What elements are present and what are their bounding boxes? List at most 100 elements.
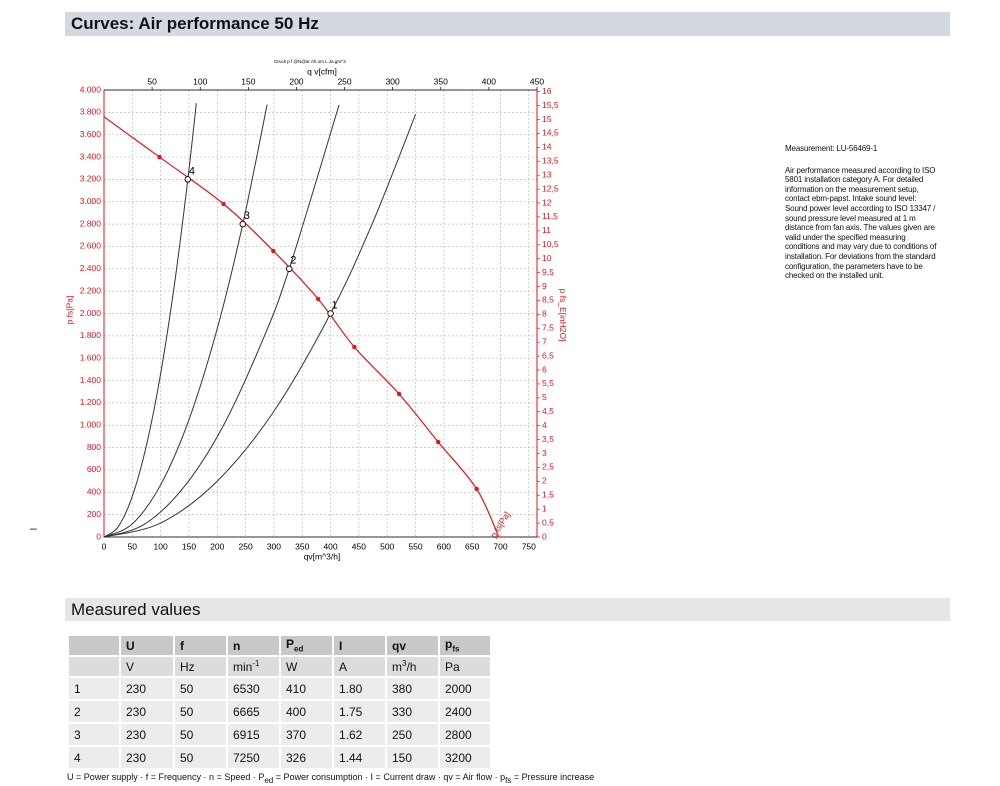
note-line: conditions and may vary due to condition… — [785, 242, 937, 252]
x-tick-label: 100 — [154, 541, 168, 551]
measurement-id: Measurement: LU-56469-1 — [785, 144, 878, 153]
text: qv — [392, 638, 407, 653]
section-title: Curves: Air performance 50 Hz — [65, 12, 950, 36]
table-cell: A — [332, 655, 387, 678]
curve-marker — [157, 154, 162, 160]
curve-marker — [435, 439, 441, 445]
side-mark: – — [30, 521, 37, 535]
text: 6915 — [233, 727, 260, 742]
operating-point — [285, 265, 293, 273]
text: 50 — [180, 750, 194, 765]
table-cell: pfs — [438, 634, 492, 657]
table-cell: 326 — [279, 745, 334, 770]
note-line: checked on the installed unit. — [785, 271, 884, 281]
y-tick-label: 3.800 — [80, 107, 102, 117]
y-tick-label: 600 — [87, 464, 101, 474]
x2-axis-title: q v[cfm] — [307, 66, 337, 76]
table-row: 2 230 50 6665 400 1.75 330 2400 — [67, 699, 492, 724]
system-curve — [103, 114, 416, 538]
y2-tick-label: 1 — [542, 503, 547, 513]
table-cell: 1.75 — [332, 699, 387, 724]
text: n — [233, 638, 241, 653]
table-cell: Ped — [279, 634, 334, 657]
note-line: sound pressure level measured at 1 m — [785, 213, 916, 223]
text: 400 — [286, 704, 307, 719]
text: min — [233, 660, 253, 674]
text: 7250 — [233, 750, 260, 765]
table-row: 1 230 50 6530 410 1.80 380 2000 — [67, 676, 492, 701]
y-tick-label: 2.200 — [80, 285, 102, 295]
note-line: Sound power level according to ISO 13347… — [785, 203, 936, 213]
y-tick-label: 3.600 — [80, 129, 102, 139]
text: 410 — [286, 681, 307, 696]
operating-point — [239, 220, 247, 228]
text: 3 — [74, 727, 81, 742]
y2-tick-label: 12,5 — [542, 183, 559, 193]
table-cell: 1.44 — [332, 745, 387, 770]
table-row: 4 230 50 7250 326 1.44 150 3200 — [67, 745, 492, 770]
x-tick-label: 700 — [493, 541, 507, 551]
y-tick-label: 2.800 — [80, 218, 102, 228]
y2-tick-label: 14,5 — [542, 128, 559, 138]
y2-tick-label: 12 — [542, 197, 552, 207]
text: m — [392, 660, 402, 674]
table-cell: W — [279, 655, 334, 678]
table-cell: 4 — [67, 745, 121, 770]
note-line: valid under the specified measuring — [785, 232, 906, 242]
text: 230 — [126, 681, 147, 696]
note-line: information on the measurement setup, — [785, 184, 919, 194]
x-axis-title: qv[m^3/h] — [304, 551, 341, 561]
y2-tick-label: 8,5 — [542, 295, 554, 305]
x2-tick-label: 50 — [147, 76, 157, 86]
x-tick-label: 650 — [465, 541, 479, 551]
table-cell: 2400 — [438, 699, 492, 724]
text: 370 — [286, 727, 307, 742]
operating-point-label: 1 — [332, 299, 338, 311]
y2-tick-label: 16 — [542, 86, 552, 96]
chart-note: Druck p f @N@ar Ah.om L.Ja.gm^3 — [274, 59, 346, 64]
text: 330 — [392, 704, 413, 719]
y2-tick-label: 7,5 — [542, 323, 554, 333]
y-axis-title: p fs[Pa] — [64, 296, 74, 325]
note-line: 5801 installation category A. For detail… — [785, 175, 924, 185]
y-tick-label: 1.600 — [80, 352, 102, 362]
table-cell: V — [119, 655, 175, 678]
y2-tick-label: 13,5 — [542, 156, 559, 166]
table-cell — [67, 655, 121, 678]
x2-tick-label: 100 — [193, 76, 207, 86]
y2-tick-label: 15 — [542, 114, 552, 124]
text: ed — [264, 775, 274, 785]
text: I — [339, 638, 343, 653]
operating-point — [327, 310, 334, 317]
text: 3200 — [445, 750, 472, 765]
table-cell: 3 — [67, 722, 121, 747]
y-tick-label: 1.200 — [80, 397, 102, 407]
text: 2400 — [445, 704, 472, 719]
y2-tick-label: 10,5 — [542, 239, 559, 249]
y2-tick-label: 13 — [542, 169, 552, 179]
table-cell: 250 — [385, 722, 440, 747]
table-cell: U — [119, 634, 175, 657]
y2-tick-label: 14 — [542, 142, 552, 152]
y2-tick-label: 15,5 — [542, 100, 559, 110]
note-line: distance from fan axis. The values given… — [785, 223, 935, 233]
text: 1.75 — [339, 704, 363, 719]
y2-axis-title: p fs_E[inH2O] — [558, 289, 568, 342]
table-cell: m3/h — [385, 655, 440, 678]
table-cell: 400 — [279, 699, 334, 724]
text: Hz — [180, 659, 195, 674]
y2-tick-label: 3,5 — [542, 434, 554, 444]
table-cell: 230 — [119, 745, 175, 770]
text: 150 — [392, 750, 413, 765]
operating-point-label: 4 — [189, 165, 195, 177]
table-cell: 3200 — [438, 745, 492, 770]
x-tick-label: 400 — [323, 541, 337, 551]
text: 3 — [402, 659, 407, 668]
table-cell: Hz — [173, 655, 228, 678]
y-tick-label: 2.400 — [80, 263, 102, 273]
text: -1 — [252, 659, 260, 668]
y-tick-label: 200 — [87, 509, 101, 519]
curve-marker — [271, 248, 276, 254]
text: U — [126, 638, 135, 653]
